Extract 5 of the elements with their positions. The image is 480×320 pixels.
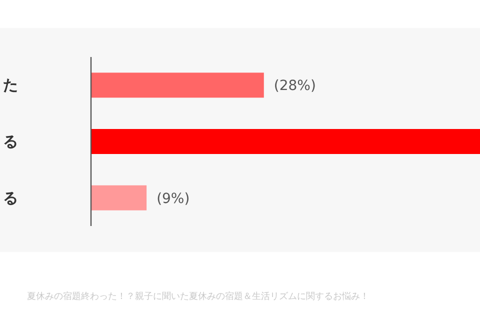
y-tick-label: る [3,132,18,150]
y-tick-label: る [3,188,18,207]
y-tick-label: た [3,76,18,94]
data-label: (9%) [156,190,190,207]
data-label: (28%) [274,78,316,94]
